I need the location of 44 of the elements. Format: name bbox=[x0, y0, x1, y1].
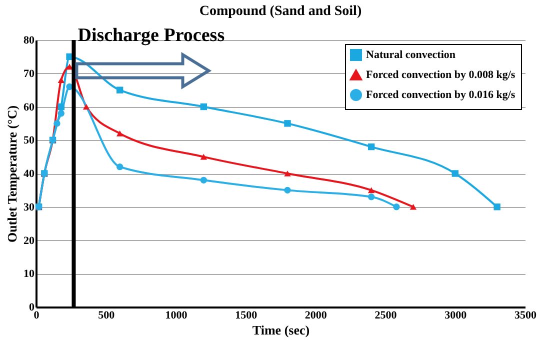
point bbox=[410, 204, 417, 210]
y-axis-title: Outlet Temperature (°C) bbox=[4, 105, 20, 243]
point bbox=[368, 143, 375, 150]
point bbox=[393, 204, 400, 210]
point bbox=[200, 154, 208, 160]
point bbox=[284, 186, 291, 194]
chart-title: Compound (Sand and Soil) bbox=[199, 4, 362, 19]
point bbox=[368, 194, 375, 200]
point bbox=[284, 120, 291, 127]
point bbox=[494, 204, 500, 210]
point bbox=[452, 170, 458, 177]
point bbox=[200, 103, 208, 110]
legend-label: Forced convection by 0.008 kg/s bbox=[366, 69, 516, 81]
y-tick-label: 40 bbox=[24, 168, 35, 180]
point bbox=[116, 130, 124, 136]
point bbox=[54, 120, 60, 127]
x-tick-label: 500 bbox=[98, 310, 116, 322]
y-tick-label: 30 bbox=[24, 201, 35, 214]
x-tick-label: 3500 bbox=[514, 310, 537, 322]
point bbox=[116, 86, 124, 94]
y-tick-label: 20 bbox=[24, 234, 35, 247]
y-tick-label: 70 bbox=[24, 68, 35, 80]
x-tick-label: 2500 bbox=[374, 310, 398, 322]
legend-label: Natural convection bbox=[366, 49, 456, 61]
x-tick-label: 3000 bbox=[444, 310, 468, 322]
x-tick-label: 2000 bbox=[304, 310, 328, 322]
point bbox=[58, 77, 65, 83]
point bbox=[58, 110, 65, 117]
y-tick-label: 50 bbox=[24, 134, 35, 147]
y-tick-label: 0 bbox=[29, 302, 35, 314]
point bbox=[284, 170, 291, 176]
x-axis-title: Time (sec) bbox=[252, 322, 310, 338]
point bbox=[200, 176, 208, 184]
point bbox=[58, 103, 65, 110]
x-tick-label: 1500 bbox=[235, 310, 258, 322]
x-tick-label: 1000 bbox=[165, 310, 188, 322]
ref-line-label: Discharge Process bbox=[78, 25, 225, 46]
point bbox=[368, 187, 375, 194]
y-tick-label: 10 bbox=[24, 268, 35, 280]
y-tick-label: 80 bbox=[24, 34, 35, 46]
legend-label: Forced convection by 0.016 kg/s bbox=[366, 89, 516, 101]
y-tick-label: 60 bbox=[24, 101, 35, 114]
point bbox=[82, 104, 90, 110]
point bbox=[116, 163, 124, 170]
